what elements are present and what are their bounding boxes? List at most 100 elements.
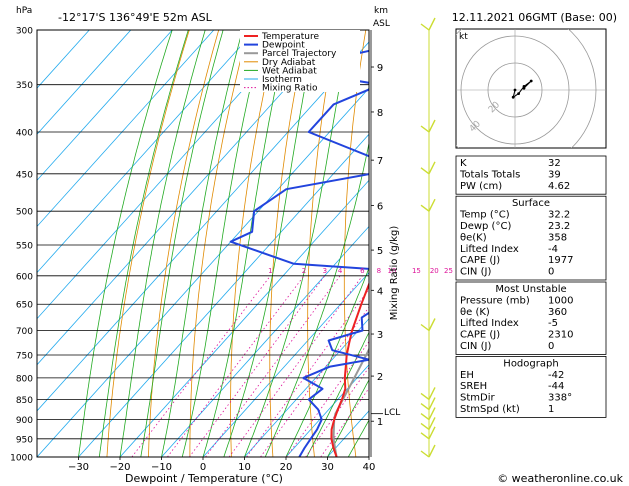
table-row-label: Lifted Index bbox=[460, 318, 519, 329]
x-tick-label: 40 bbox=[363, 462, 376, 473]
isotherm-line bbox=[37, 30, 132, 135]
table-row-label: EH bbox=[460, 370, 474, 381]
table-row-value: -5 bbox=[548, 318, 558, 329]
hpa-axis-label: hPa bbox=[16, 6, 32, 16]
km-tick-label: 1 bbox=[377, 417, 383, 428]
table-row-value: 23.2 bbox=[548, 221, 570, 232]
table-row-label: SREH bbox=[460, 381, 487, 392]
isotherm-line bbox=[78, 133, 369, 457]
mixing-ratio-label: 1 bbox=[268, 267, 272, 275]
legend-entry: Wet Adiabat bbox=[262, 66, 317, 76]
table-row-value: 360 bbox=[548, 307, 567, 318]
x-tick-label: −20 bbox=[109, 462, 130, 473]
table-row-label: Lifted Index bbox=[460, 244, 519, 255]
indices-tables: K 32 Totals Totals 39 PW (cm) 4.62 SurfaceTemp… bbox=[455, 155, 607, 418]
wind-barb-icon bbox=[420, 387, 436, 400]
km-tick-label: 6 bbox=[377, 201, 383, 212]
pressure-tick-label: 400 bbox=[16, 129, 33, 139]
table-row-label: Dewp (°C) bbox=[460, 221, 511, 232]
isotherm-line bbox=[37, 30, 298, 320]
wind-barb-icon bbox=[420, 417, 436, 430]
hodograph-point bbox=[513, 88, 517, 92]
isotherm-line bbox=[37, 30, 339, 366]
pressure-tick-label: 350 bbox=[16, 81, 33, 91]
wind-barb-icon bbox=[420, 426, 436, 440]
isotherm-line bbox=[37, 30, 256, 274]
isotherm-line bbox=[161, 225, 369, 457]
isotherm-line bbox=[119, 179, 369, 457]
km-tick-label: 4 bbox=[377, 286, 383, 297]
lcl-label: LCL bbox=[384, 408, 400, 418]
table-row-value: 0 bbox=[548, 341, 554, 352]
table-row-value: 338° bbox=[548, 393, 572, 404]
mixing-ratio-label: 25 bbox=[444, 267, 453, 275]
hodograph-frame bbox=[455, 28, 607, 149]
wind-barb-icon bbox=[420, 161, 436, 175]
wind-barb-icon bbox=[420, 407, 436, 421]
pressure-tick-label: 750 bbox=[16, 352, 33, 362]
pressure-tick-label: 550 bbox=[16, 242, 33, 252]
legend-entry: Dewpoint bbox=[262, 41, 305, 51]
table-row-value: -4 bbox=[548, 244, 558, 255]
pressure-tick-label: 300 bbox=[16, 27, 33, 37]
x-tick-label: 10 bbox=[238, 462, 251, 473]
wind-barb-icon bbox=[420, 397, 436, 411]
isotherm-line bbox=[37, 41, 369, 412]
dry-adiabat-line bbox=[414, 30, 439, 457]
table-row-value: 1 bbox=[548, 404, 554, 415]
table-row-value: 358 bbox=[548, 232, 567, 243]
table-row-value: -42 bbox=[548, 370, 564, 381]
temperature-profile bbox=[330, 281, 369, 457]
pressure-tick-label: 950 bbox=[16, 435, 33, 445]
x-tick-label: −30 bbox=[68, 462, 89, 473]
mixing-ratio-line bbox=[131, 275, 271, 457]
table-row-label: CAPE (J) bbox=[460, 330, 500, 341]
table-row-value: 39 bbox=[548, 169, 561, 180]
km-tick-label: 7 bbox=[377, 156, 383, 167]
mixing-ratio-label: 20 bbox=[430, 267, 439, 275]
table-row-label: StmDir bbox=[460, 393, 495, 404]
hodograph-point bbox=[522, 86, 526, 90]
table-row-value: 4.62 bbox=[548, 181, 570, 192]
legend-box bbox=[240, 30, 360, 92]
hodograph_table-table bbox=[455, 355, 607, 418]
indices-table bbox=[455, 155, 607, 195]
pressure-tick-label: 700 bbox=[16, 327, 33, 337]
pressure-tick-label: 650 bbox=[16, 301, 33, 311]
wind-barb-icon bbox=[420, 198, 436, 212]
km-tick-label: 3 bbox=[377, 330, 383, 341]
pressure-tick-label: 500 bbox=[16, 208, 33, 218]
pressure-tick-label: 600 bbox=[16, 272, 33, 282]
hodograph-point bbox=[529, 79, 533, 83]
x-tick-label: 0 bbox=[200, 462, 206, 473]
isotherm-line bbox=[37, 87, 369, 457]
table-row-value: 32.2 bbox=[548, 210, 570, 221]
table-row-label: Temp (°C) bbox=[459, 210, 510, 221]
table-row-label: PW (cm) bbox=[460, 181, 502, 192]
wind-barb-icon bbox=[420, 318, 436, 332]
table-row-label: θe(K) bbox=[460, 232, 487, 243]
pressure-tick-label: 450 bbox=[16, 170, 33, 180]
x-tick-label: 20 bbox=[280, 462, 293, 473]
copyright: © weatheronline.co.uk bbox=[497, 472, 623, 485]
table-row-value: 0 bbox=[548, 267, 554, 278]
pressure-tick-label: 800 bbox=[16, 374, 33, 384]
x-tick-label: −10 bbox=[151, 462, 172, 473]
hodograph-point bbox=[517, 92, 520, 95]
mixing-ratio-label: 4 bbox=[338, 267, 343, 275]
most_unstable-title: Most Unstable bbox=[495, 284, 566, 295]
km-tick-label: 9 bbox=[377, 63, 383, 74]
datetime-title: 12.11.2021 06GMT (Base: 00) bbox=[452, 11, 617, 24]
hodograph-unit: kt bbox=[459, 32, 468, 42]
table-row-label: CAPE (J) bbox=[460, 255, 500, 266]
plot-frame-fill bbox=[37, 30, 369, 457]
surface-title: Surface bbox=[512, 198, 550, 209]
legend-entry: Temperature bbox=[261, 32, 319, 42]
asl-axis-label: ASL bbox=[373, 19, 390, 29]
mixing-ratio-label: 15 bbox=[412, 267, 421, 275]
table-row-value: 32 bbox=[548, 158, 561, 169]
pressure-tick-label: 850 bbox=[16, 396, 33, 406]
mixing-ratio-label: 3 bbox=[323, 267, 327, 275]
wind-barb-icon bbox=[420, 119, 436, 133]
